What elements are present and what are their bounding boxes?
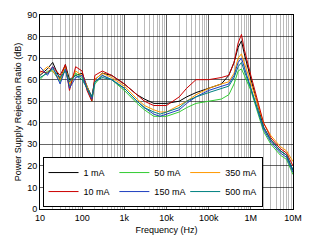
svg-text:100: 100 <box>75 213 90 223</box>
svg-text:350 mA: 350 mA <box>225 168 256 178</box>
svg-text:500 mA: 500 mA <box>225 187 256 197</box>
svg-text:10 mA: 10 mA <box>84 187 110 197</box>
svg-text:10: 10 <box>27 183 37 193</box>
svg-text:60: 60 <box>27 75 37 85</box>
svg-text:Power Supply Rejection Ratio (: Power Supply Rejection Ratio (dB) <box>13 43 23 182</box>
svg-text:10k: 10k <box>159 213 174 223</box>
svg-text:150 mA: 150 mA <box>154 187 185 197</box>
svg-text:20: 20 <box>27 161 37 171</box>
svg-text:10: 10 <box>35 213 45 223</box>
svg-text:1k: 1k <box>120 213 130 223</box>
svg-text:80: 80 <box>27 32 37 42</box>
svg-text:1 mA: 1 mA <box>84 168 105 178</box>
svg-text:90: 90 <box>27 10 37 20</box>
svg-text:70: 70 <box>27 53 37 63</box>
svg-text:10M: 10M <box>284 213 302 223</box>
svg-text:50 mA: 50 mA <box>154 168 180 178</box>
svg-text:Frequency (Hz): Frequency (Hz) <box>135 225 197 235</box>
svg-text:40: 40 <box>27 118 37 128</box>
svg-text:50: 50 <box>27 96 37 106</box>
svg-text:1M: 1M <box>245 213 258 223</box>
svg-text:30: 30 <box>27 139 37 149</box>
svg-text:100k: 100k <box>199 213 219 223</box>
svg-text:0: 0 <box>32 204 37 214</box>
